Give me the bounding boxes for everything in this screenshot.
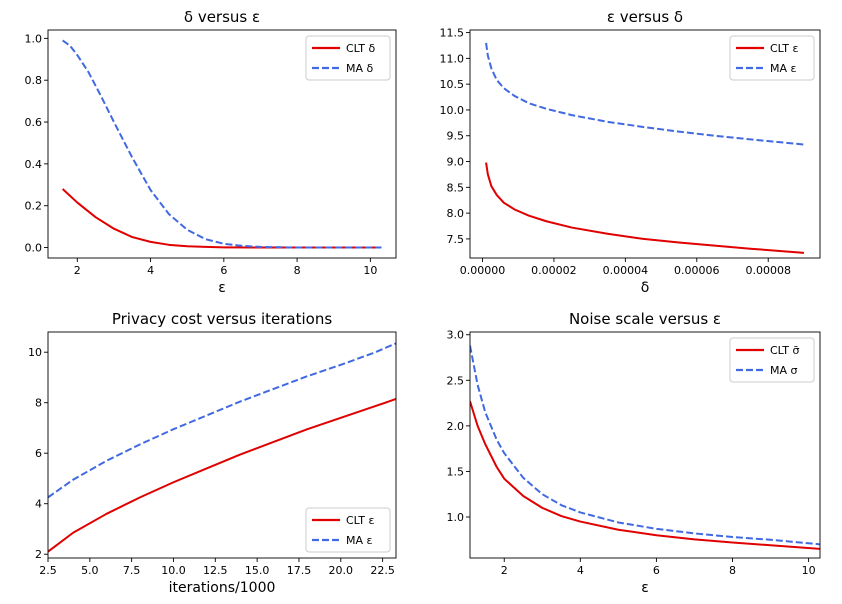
axes-frame bbox=[47, 331, 397, 559]
y-tick-label: 3.0 bbox=[447, 329, 465, 342]
y-tick-label: 1.0 bbox=[25, 32, 43, 45]
y-tick-label: 4 bbox=[35, 498, 42, 511]
y-tick-label: 11.5 bbox=[440, 27, 465, 40]
x-tick-label: 10.0 bbox=[161, 564, 186, 577]
y-tick-label: 11.0 bbox=[440, 52, 465, 65]
y-tick-label: 8.0 bbox=[447, 207, 465, 220]
legend: CLT σ̄ MA σ bbox=[729, 337, 815, 383]
x-axis-label: iterations/1000 bbox=[169, 580, 276, 596]
legend-label-ma: MA σ bbox=[770, 364, 798, 377]
series-line-clt bbox=[470, 400, 820, 550]
y-tick-label: 9.0 bbox=[447, 156, 465, 169]
series-line-clt bbox=[48, 397, 396, 553]
y-tick-label: 0.8 bbox=[25, 74, 43, 87]
x-tick-label: 2 bbox=[501, 564, 508, 577]
series-line-clt bbox=[61, 188, 382, 249]
x-tick-label: 10 bbox=[802, 564, 816, 577]
axes-frame bbox=[47, 29, 397, 259]
legend-label-clt: CLT σ̄ bbox=[770, 344, 800, 357]
y-tick-label: 0.2 bbox=[25, 200, 43, 213]
y-tick-label: 0.6 bbox=[25, 116, 43, 129]
series-line-clt bbox=[485, 162, 805, 254]
x-tick-label: 0.00008 bbox=[745, 264, 791, 277]
y-tick-label: 7.5 bbox=[447, 233, 465, 246]
x-tick-label: 10 bbox=[363, 264, 377, 277]
chart-epsilon-vs-delta: 0.00000 0.00002 0.00004 0.00006 0.00008 7.5 8.… bbox=[440, 8, 821, 296]
legend-label-clt: CLT ε bbox=[770, 42, 799, 55]
y-tick-label: 1.0 bbox=[447, 511, 465, 524]
y-tick-label: 2.5 bbox=[447, 374, 465, 387]
legend-label-ma: MA ε bbox=[346, 534, 373, 547]
x-tick-label: 17.5 bbox=[287, 564, 312, 577]
legend: CLT ε MA ε bbox=[729, 35, 815, 81]
y-tick-label: 2 bbox=[35, 548, 42, 561]
x-axis-label: ε bbox=[641, 580, 649, 596]
x-tick-label: 0.00004 bbox=[603, 264, 649, 277]
axes-frame bbox=[469, 29, 821, 259]
y-tick-label: 2.0 bbox=[447, 420, 465, 433]
x-tick-label: 6 bbox=[220, 264, 227, 277]
x-tick-label: 2 bbox=[74, 264, 81, 277]
y-tick-label: 0.0 bbox=[25, 242, 43, 255]
x-tick-label: 2.5 bbox=[39, 564, 57, 577]
x-tick-label: 7.5 bbox=[123, 564, 141, 577]
series-line-ma bbox=[485, 42, 805, 146]
legend-label-ma: MA δ bbox=[346, 62, 374, 75]
x-tick-label: 20.0 bbox=[329, 564, 354, 577]
chart-title: Privacy cost versus iterations bbox=[112, 310, 333, 328]
legend-label-clt: CLT ε bbox=[346, 514, 375, 527]
plot-area bbox=[485, 42, 805, 254]
chart-delta-vs-epsilon: 2 4 6 8 10 0.0 0.2 0.4 0.6 0.8 1.0 δ versus ε ε CLT δ… bbox=[25, 8, 397, 296]
plot-area bbox=[470, 345, 820, 550]
x-tick-label: 8 bbox=[294, 264, 301, 277]
y-tick-label: 10.0 bbox=[440, 104, 465, 117]
plot-area bbox=[61, 39, 382, 249]
x-axis-label: δ bbox=[641, 280, 650, 296]
x-tick-label: 4 bbox=[577, 564, 584, 577]
y-tick-label: 8.5 bbox=[447, 181, 465, 194]
series-line-ma bbox=[48, 342, 396, 499]
y-tick-label: 9.5 bbox=[447, 130, 465, 143]
axes-frame bbox=[469, 331, 821, 559]
x-tick-label: 0.00002 bbox=[531, 264, 577, 277]
x-tick-label: 0.00006 bbox=[674, 264, 720, 277]
legend-label-clt: CLT δ bbox=[346, 42, 376, 55]
y-tick-label: 10 bbox=[28, 346, 42, 359]
x-tick-label: 22.5 bbox=[370, 564, 395, 577]
x-tick-label: 5.0 bbox=[81, 564, 99, 577]
y-tick-label: 8 bbox=[35, 397, 42, 410]
x-tick-label: 4 bbox=[147, 264, 154, 277]
y-tick-label: 6 bbox=[35, 447, 42, 460]
chart-title: Noise scale versus ε bbox=[569, 310, 721, 328]
y-tick-label: 1.5 bbox=[447, 465, 465, 478]
chart-privacy-cost-vs-iterations: 2.5 5.0 7.5 10.0 12.5 15.0 17.5 20.0 22.5 2 4 6 8 10 P… bbox=[28, 310, 397, 596]
plot-area bbox=[48, 342, 396, 553]
chart-title: ε versus δ bbox=[607, 8, 683, 26]
series-line-ma bbox=[470, 345, 820, 546]
series-line-ma bbox=[62, 39, 382, 249]
y-tick-label: 0.4 bbox=[25, 158, 43, 171]
y-tick-label: 10.5 bbox=[440, 78, 465, 91]
chart-noise-scale-vs-epsilon: 2 4 6 8 10 1.0 1.5 2.0 2.5 3.0 Noise scale versus … bbox=[447, 310, 821, 596]
x-tick-label: 0.00000 bbox=[460, 264, 506, 277]
legend-label-ma: MA ε bbox=[770, 62, 797, 75]
legend: CLT ε MA ε bbox=[305, 507, 391, 553]
x-tick-label: 15.0 bbox=[245, 564, 270, 577]
x-axis-label: ε bbox=[218, 280, 226, 296]
x-tick-label: 12.5 bbox=[203, 564, 228, 577]
chart-title: δ versus ε bbox=[184, 8, 260, 26]
legend: CLT δ MA δ bbox=[305, 35, 391, 81]
x-tick-label: 8 bbox=[729, 564, 736, 577]
x-tick-label: 6 bbox=[653, 564, 660, 577]
